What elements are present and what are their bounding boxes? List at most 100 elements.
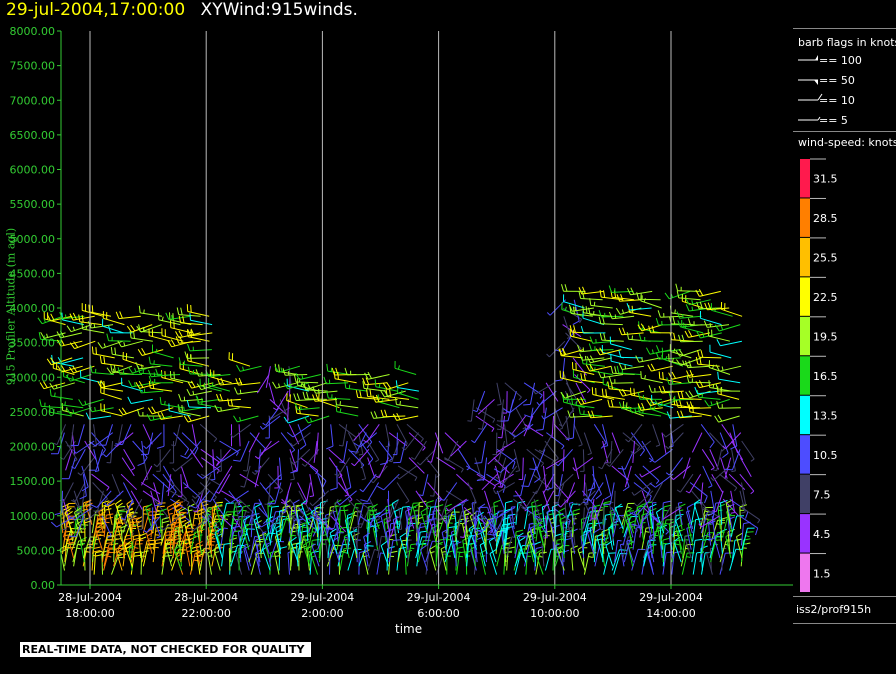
- wind-barb: [295, 373, 321, 381]
- barb-staff: [243, 465, 251, 488]
- barb-staff: [524, 490, 538, 510]
- wind-barb: [587, 465, 596, 491]
- barb-feather: [306, 391, 309, 400]
- barb-staff: [679, 415, 702, 419]
- wind-barb: [535, 549, 544, 575]
- barb-feather: [610, 399, 614, 408]
- barb-feather: [168, 484, 175, 491]
- barb-feather: [156, 509, 161, 512]
- wind-barb: [69, 515, 85, 537]
- wind-barb: [240, 465, 251, 488]
- barb-staff: [449, 536, 456, 559]
- wind-barb: [490, 506, 516, 519]
- barb-staff: [115, 549, 123, 571]
- barb-staff: [692, 519, 697, 542]
- barb-staff: [535, 553, 544, 575]
- barb-staff: [593, 424, 607, 444]
- barb-feather: [175, 501, 184, 504]
- barb-feather: [93, 550, 101, 553]
- barb-staff: [214, 532, 222, 554]
- barb-staff: [342, 440, 348, 463]
- barb-feather: [162, 517, 170, 520]
- wind-barb: [219, 515, 237, 532]
- barb-feather: [649, 482, 656, 488]
- barb-staff: [51, 357, 73, 366]
- barb-staff: [560, 377, 583, 384]
- barb-staff: [213, 549, 221, 571]
- barb-feather: [617, 467, 626, 470]
- barb-feather: [586, 356, 591, 363]
- barb-feather: [390, 550, 398, 554]
- barb-staff: [719, 553, 726, 575]
- wind-barb: [271, 507, 289, 526]
- wind-barb: [277, 457, 282, 481]
- wind-barb: [336, 490, 357, 506]
- barb-feather: [178, 507, 186, 512]
- wind-barb: [67, 532, 76, 559]
- barb-staff: [313, 440, 318, 463]
- barb-feather: [216, 509, 221, 512]
- barb-staff: [152, 503, 159, 525]
- barb-staff: [699, 507, 707, 530]
- barb-staff: [191, 424, 197, 446]
- barb-feather: [582, 291, 585, 299]
- barb-feather: [565, 535, 570, 538]
- wind-barb: [278, 546, 288, 571]
- barb-staff: [495, 524, 504, 546]
- wind-barb: [478, 407, 488, 430]
- wind-barb: [717, 503, 725, 529]
- barb-feather: [373, 411, 378, 419]
- barb-feather: [554, 457, 559, 462]
- wind-barb: [88, 304, 112, 317]
- barb-feather: [176, 307, 180, 315]
- barb-feather: [224, 497, 231, 504]
- barb-feather: [541, 415, 545, 420]
- wind-barb: [130, 490, 143, 510]
- barb-staff: [380, 515, 387, 538]
- barb-staff: [620, 356, 643, 359]
- barb-staff: [238, 424, 241, 447]
- barb-feather: [537, 520, 545, 525]
- barb-feather: [311, 514, 316, 518]
- wind-barb: [66, 424, 75, 447]
- barb-staff: [640, 300, 662, 309]
- wind-barb: [487, 515, 505, 536]
- barb-staff: [169, 531, 172, 554]
- barb-staff: [445, 515, 448, 538]
- wind-barb: [213, 520, 221, 546]
- barb-feather: [60, 364, 66, 372]
- wind-barb: [107, 499, 115, 525]
- barb-feather: [72, 409, 75, 414]
- wind-barb: [604, 474, 612, 500]
- barb-staff: [240, 511, 246, 534]
- barb-staff: [504, 424, 508, 447]
- barb-staff: [440, 548, 447, 571]
- barb-feather: [71, 499, 76, 503]
- barb-staff: [515, 407, 527, 428]
- barb-staff: [677, 503, 683, 525]
- barb-feather: [686, 401, 690, 409]
- wind-barb: [100, 385, 122, 400]
- barb-feather: [211, 382, 214, 387]
- wind-barb: [496, 440, 516, 454]
- barb-staff: [211, 503, 217, 525]
- wind-barb: [140, 432, 154, 456]
- barb-staff: [314, 507, 320, 530]
- barb-feather: [678, 334, 682, 342]
- barb-staff: [268, 382, 276, 405]
- barb-staff: [561, 309, 583, 317]
- barb-staff: [262, 532, 270, 554]
- barb-feather: [637, 391, 641, 400]
- wind-barb: [37, 315, 63, 325]
- wind-barb: [698, 515, 721, 528]
- wind-barb: [343, 503, 351, 529]
- barb-staff: [605, 545, 614, 567]
- barb-staff: [719, 540, 727, 563]
- barb-staff: [612, 296, 635, 301]
- barb-staff: [77, 424, 85, 446]
- wind-barb: [186, 304, 210, 317]
- barb-feather: [523, 403, 531, 406]
- barb-feather: [213, 520, 221, 525]
- barb-feather: [178, 357, 182, 365]
- barb-staff: [612, 515, 619, 538]
